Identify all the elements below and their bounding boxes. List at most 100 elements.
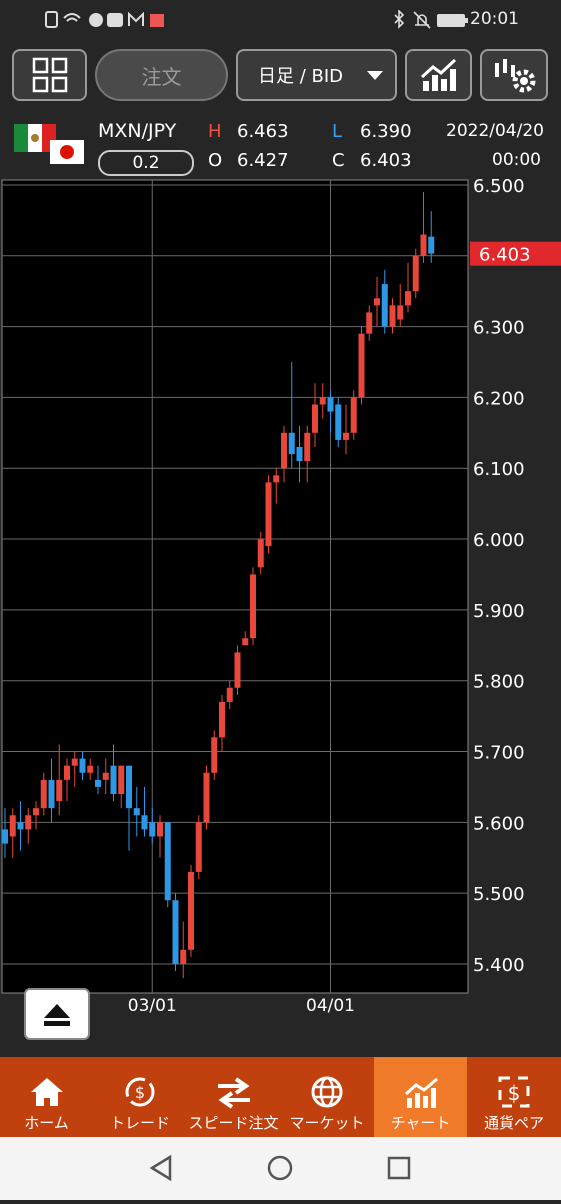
y-tick-label: 5.900 — [473, 601, 525, 622]
price-tag-bg — [470, 241, 561, 266]
spread: 0.2 — [98, 150, 194, 176]
candle-body — [327, 397, 334, 412]
nav-item[interactable]: $ 通貨ペア — [468, 1057, 561, 1137]
y-tick-label: 5.500 — [473, 884, 525, 905]
candle-body — [343, 432, 349, 440]
nav-icon: $ — [125, 1077, 155, 1107]
period-select[interactable]: 日足 / BID — [236, 49, 397, 101]
candle-body — [48, 779, 55, 809]
candle-body — [180, 949, 187, 964]
candle-body — [257, 539, 264, 568]
candle-body — [405, 291, 411, 306]
x-tick-label: 03/01 — [128, 996, 177, 1016]
nav-label: マーケット — [289, 1114, 365, 1132]
nav-icon — [404, 1077, 438, 1108]
candle-body — [71, 758, 78, 766]
candle-body — [87, 765, 94, 773]
candle-body — [149, 822, 156, 837]
candle-body — [2, 829, 8, 844]
candle-body — [265, 482, 272, 547]
y-tick-label: 6.100 — [473, 459, 525, 480]
system-nav-icons — [149, 1154, 411, 1182]
candle-body — [350, 397, 357, 433]
currency-flags — [14, 124, 84, 164]
nav-icon: $ — [498, 1076, 530, 1108]
candle-body — [102, 772, 109, 780]
candle-body — [219, 701, 225, 738]
nav-active-bg — [374, 1057, 467, 1137]
candle-body — [374, 298, 380, 306]
candle-body — [381, 284, 388, 327]
plot-area — [1, 179, 469, 994]
candle-body — [389, 305, 396, 327]
candle-body — [358, 333, 365, 398]
close-value: 6.403 — [360, 150, 412, 171]
candle-body — [234, 652, 241, 688]
y-tick-label: 6.000 — [473, 530, 525, 551]
candle-body — [164, 822, 171, 901]
nav-item[interactable]: スピード注文 — [187, 1057, 280, 1137]
price-tag: 6.403 — [479, 245, 531, 266]
order-button[interactable]: 注文 — [95, 49, 228, 101]
x-tick-label: 04/01 — [306, 996, 355, 1016]
nav-label: 通貨ペア — [483, 1114, 544, 1132]
candle-body — [397, 305, 404, 320]
clock: 20:01 — [470, 9, 519, 29]
nav-item[interactable]: $ トレード — [94, 1057, 187, 1137]
nav-item[interactable]: ホーム — [0, 1057, 93, 1137]
symbol: MXN/JPY — [98, 120, 177, 142]
candle-body — [226, 687, 233, 702]
low-value: 6.390 — [360, 121, 412, 142]
nav-label: トレード — [109, 1114, 170, 1132]
candle-body — [304, 432, 311, 462]
svg-text:$: $ — [508, 1081, 521, 1105]
candle-body — [250, 574, 256, 639]
nav-label: ホーム — [24, 1114, 69, 1132]
candle-body — [64, 765, 70, 780]
nav-label: スピード注文 — [188, 1114, 279, 1132]
candle-body — [79, 758, 86, 773]
y-tick-label: 6.300 — [473, 318, 525, 339]
candle-body — [95, 779, 101, 787]
open-label: O — [208, 150, 223, 171]
candle-body — [211, 737, 218, 773]
candle-body — [296, 446, 303, 462]
candle-body — [157, 822, 163, 837]
open-value: 6.427 — [237, 150, 289, 171]
collapse-button[interactable] — [24, 988, 90, 1040]
settings-icon — [495, 59, 536, 93]
quote-date: 2022/04/20 — [446, 121, 544, 141]
menu-button[interactable] — [12, 49, 87, 101]
candle-body — [319, 397, 326, 405]
settings-button[interactable] — [480, 49, 548, 101]
candle-body — [25, 815, 32, 830]
candle-body — [126, 765, 132, 809]
close-label: C — [332, 150, 345, 171]
system-nav — [0, 1137, 561, 1200]
y-tick-label: 5.700 — [473, 743, 525, 764]
candle-body — [242, 638, 249, 646]
candle-body — [273, 475, 280, 483]
nav-label: チャート — [390, 1114, 451, 1132]
grid-icon — [32, 57, 67, 93]
period-label: 日足 / BID — [258, 66, 344, 87]
low-label: L — [332, 121, 343, 142]
nav-icon — [217, 1077, 250, 1109]
candle-body — [9, 815, 16, 837]
status-icons — [45, 11, 164, 28]
y-tick-label: 6.500 — [473, 176, 525, 197]
candle-body — [40, 779, 47, 809]
candle-body — [141, 815, 148, 830]
dropdown-arrow — [367, 71, 383, 80]
candle-body — [17, 822, 24, 830]
nav-icon — [311, 1076, 343, 1108]
candle-body — [110, 765, 117, 794]
chart-icon — [420, 58, 456, 91]
y-tick-label: 6.200 — [473, 388, 525, 409]
indicator-button[interactable] — [405, 49, 472, 101]
nav-item[interactable]: チャート — [374, 1057, 467, 1137]
bottom-nav — [0, 1057, 561, 1137]
candle-body — [203, 772, 210, 823]
nav-item[interactable]: マーケット — [281, 1057, 374, 1137]
